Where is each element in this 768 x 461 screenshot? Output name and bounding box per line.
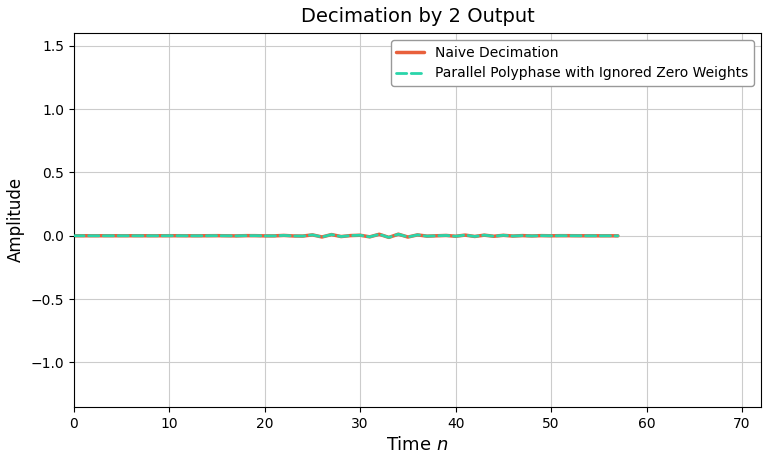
Naive Decimation (451, 233, 460, 239)
Naive Decimation (394, 231, 403, 237)
Parallel Polyphase with Ignored Zero Weights (194, 233, 203, 239)
Parallel Polyphase with Ignored Zero Weights (69, 233, 78, 238)
Naive Decimation (194, 233, 203, 239)
Line: Naive Decimation: Naive Decimation (74, 234, 618, 237)
Parallel Polyphase with Ignored Zero Weights (489, 233, 498, 239)
Legend: Naive Decimation, Parallel Polyphase with Ignored Zero Weights: Naive Decimation, Parallel Polyphase wit… (391, 40, 754, 86)
Parallel Polyphase with Ignored Zero Weights (394, 231, 403, 237)
Parallel Polyphase with Ignored Zero Weights (594, 233, 604, 238)
Naive Decimation (614, 233, 623, 239)
Parallel Polyphase with Ignored Zero Weights (451, 233, 460, 239)
Parallel Polyphase with Ignored Zero Weights (547, 233, 556, 238)
Naive Decimation (69, 233, 78, 238)
Line: Parallel Polyphase with Ignored Zero Weights: Parallel Polyphase with Ignored Zero Wei… (74, 234, 618, 237)
Y-axis label: Amplitude: Amplitude (7, 177, 25, 262)
X-axis label: Time $n$: Time $n$ (386, 436, 449, 454)
Naive Decimation (594, 233, 604, 238)
Naive Decimation (384, 235, 393, 240)
Title: Decimation by 2 Output: Decimation by 2 Output (300, 7, 535, 26)
Naive Decimation (489, 233, 498, 239)
Naive Decimation (547, 233, 556, 238)
Parallel Polyphase with Ignored Zero Weights (384, 235, 393, 240)
Parallel Polyphase with Ignored Zero Weights (614, 233, 623, 239)
Parallel Polyphase with Ignored Zero Weights (203, 233, 212, 238)
Naive Decimation (203, 233, 212, 238)
